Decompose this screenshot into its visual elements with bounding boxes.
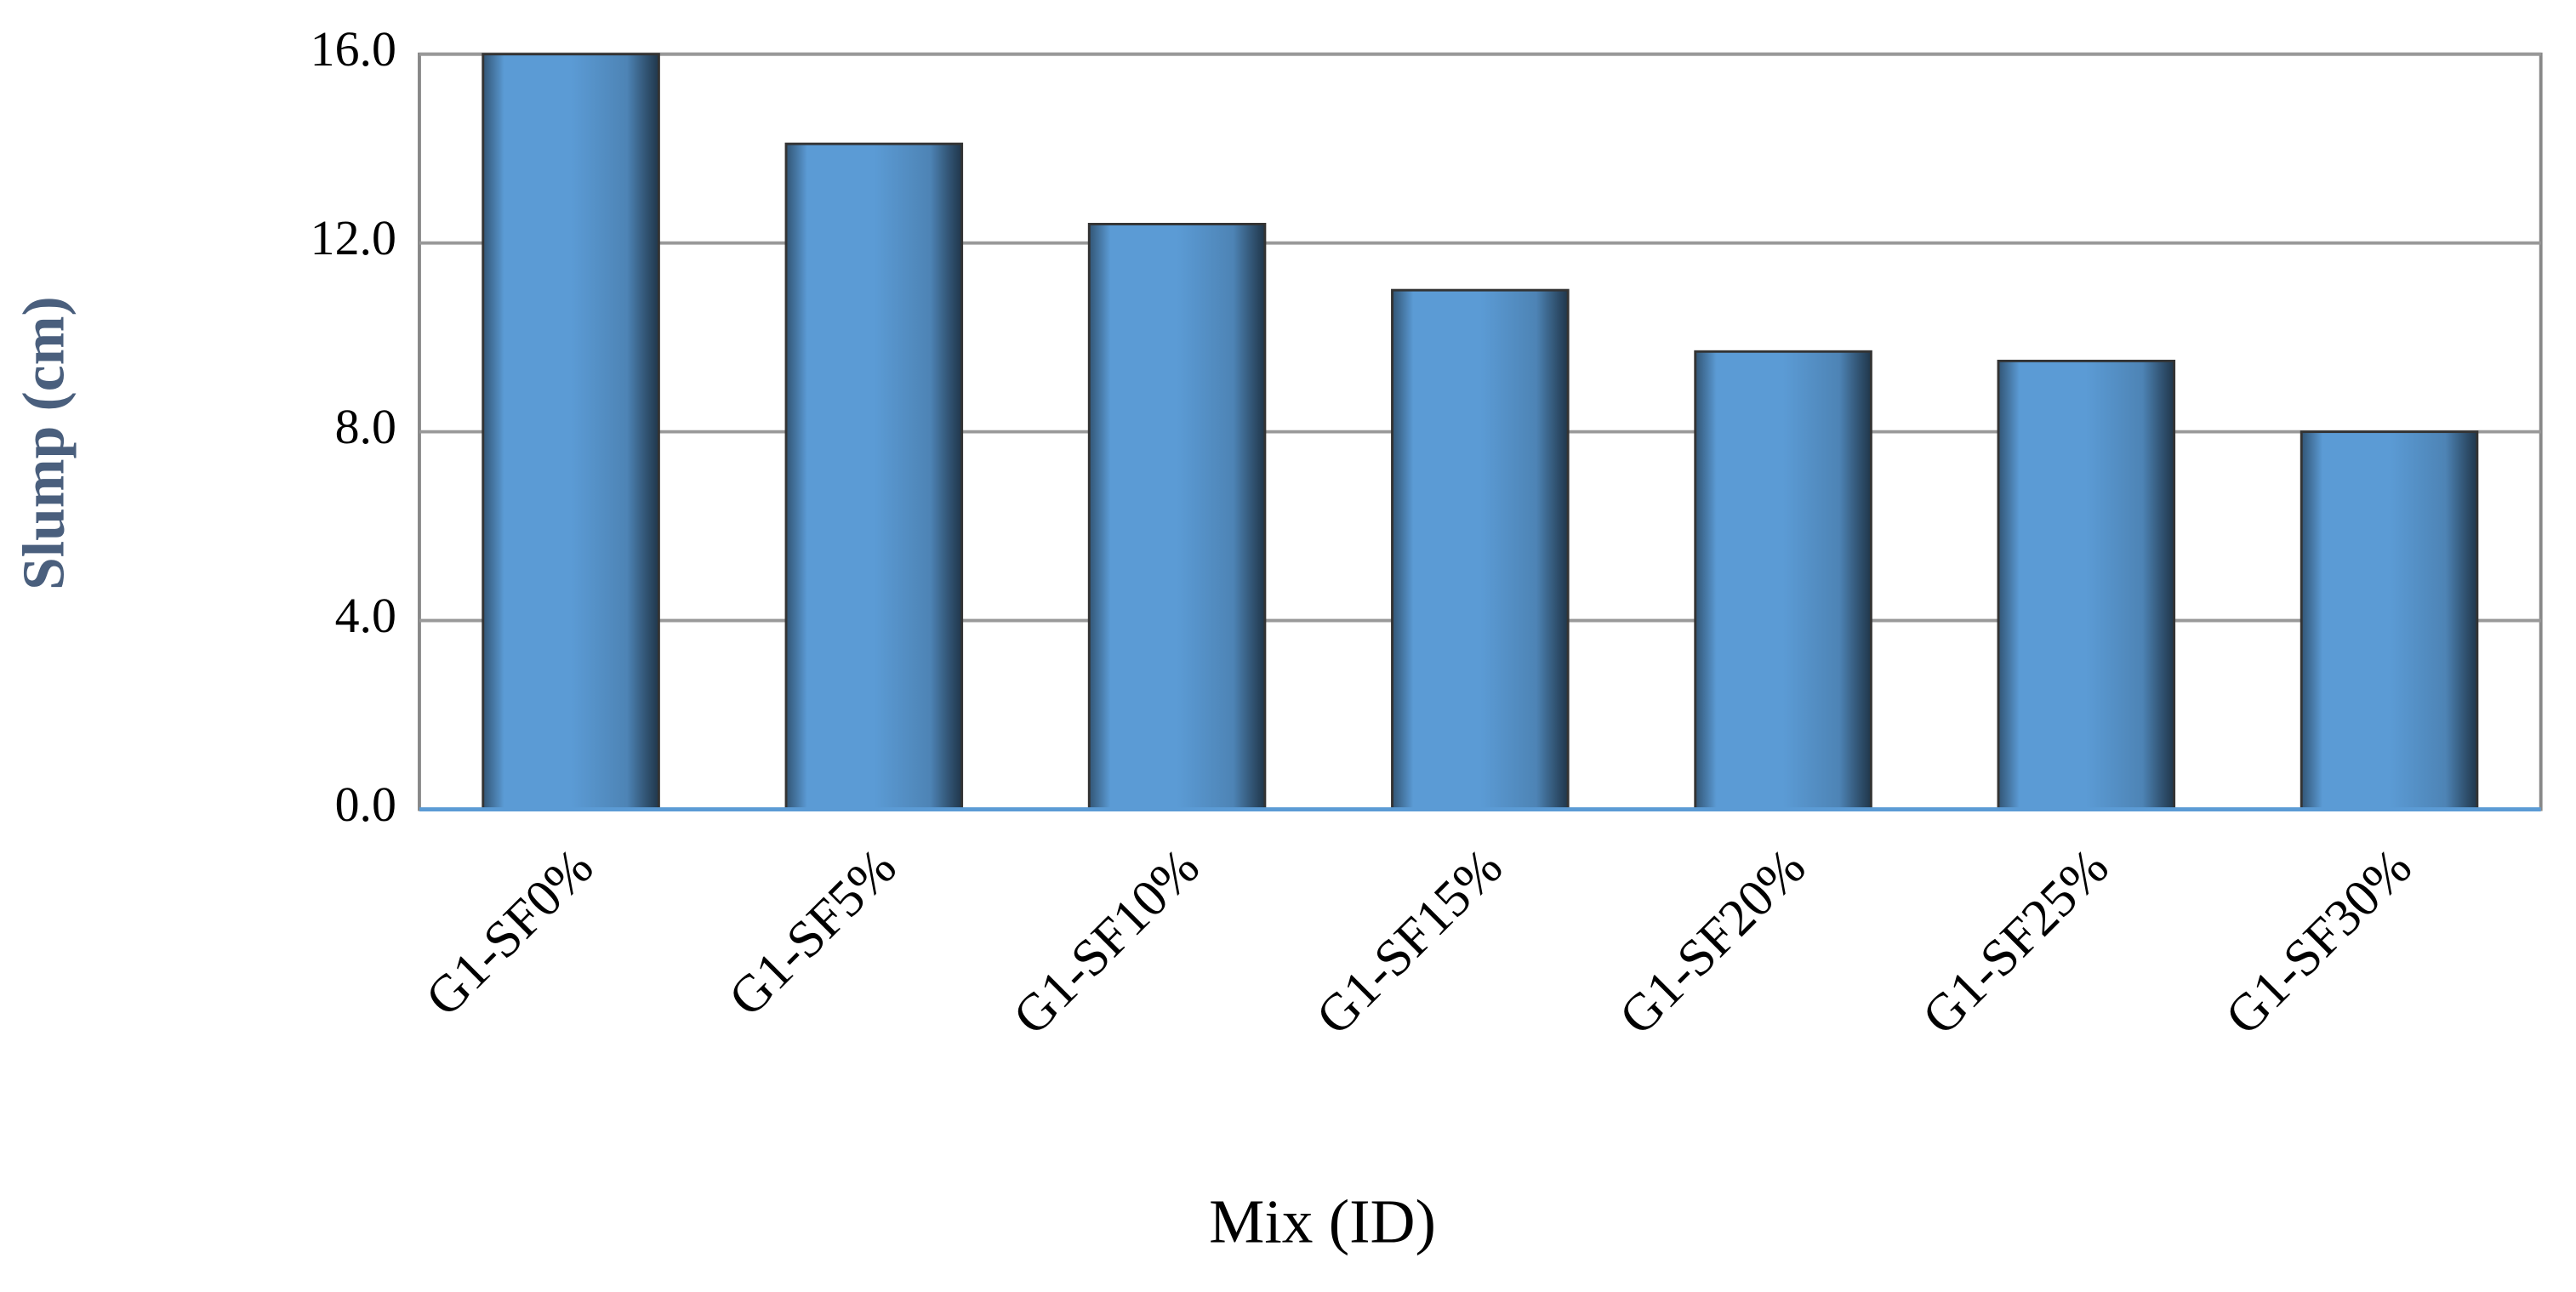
x-tick-label: G1-SF30%: [2214, 838, 2423, 1046]
x-axis-title: Mix (ID): [1209, 1187, 1436, 1256]
x-tick-label: G1-SF0%: [415, 838, 605, 1027]
x-tick-label: G1-SF20%: [1609, 838, 1817, 1046]
x-tick-label: G1-SF5%: [718, 838, 908, 1027]
y-axis-title: Slump (cm): [12, 296, 77, 589]
y-tick-label: 16.0: [311, 21, 396, 77]
x-tick-label: G1-SF15%: [1305, 838, 1513, 1046]
y-tick-label: 12.0: [311, 210, 396, 265]
y-tick-label: 4.0: [335, 588, 396, 643]
bar: [482, 53, 660, 811]
bar: [1997, 359, 2176, 811]
bar: [784, 142, 964, 811]
bar: [1391, 288, 1570, 811]
bar: [1694, 350, 1872, 811]
y-tick-label: 8.0: [335, 399, 396, 454]
x-tick-label: G1-SF25%: [1912, 838, 2120, 1046]
bar: [2300, 430, 2479, 811]
bar: [1087, 223, 1267, 811]
x-tick-label: G1-SF10%: [1002, 838, 1211, 1046]
y-tick-label: 0.0: [335, 777, 396, 832]
